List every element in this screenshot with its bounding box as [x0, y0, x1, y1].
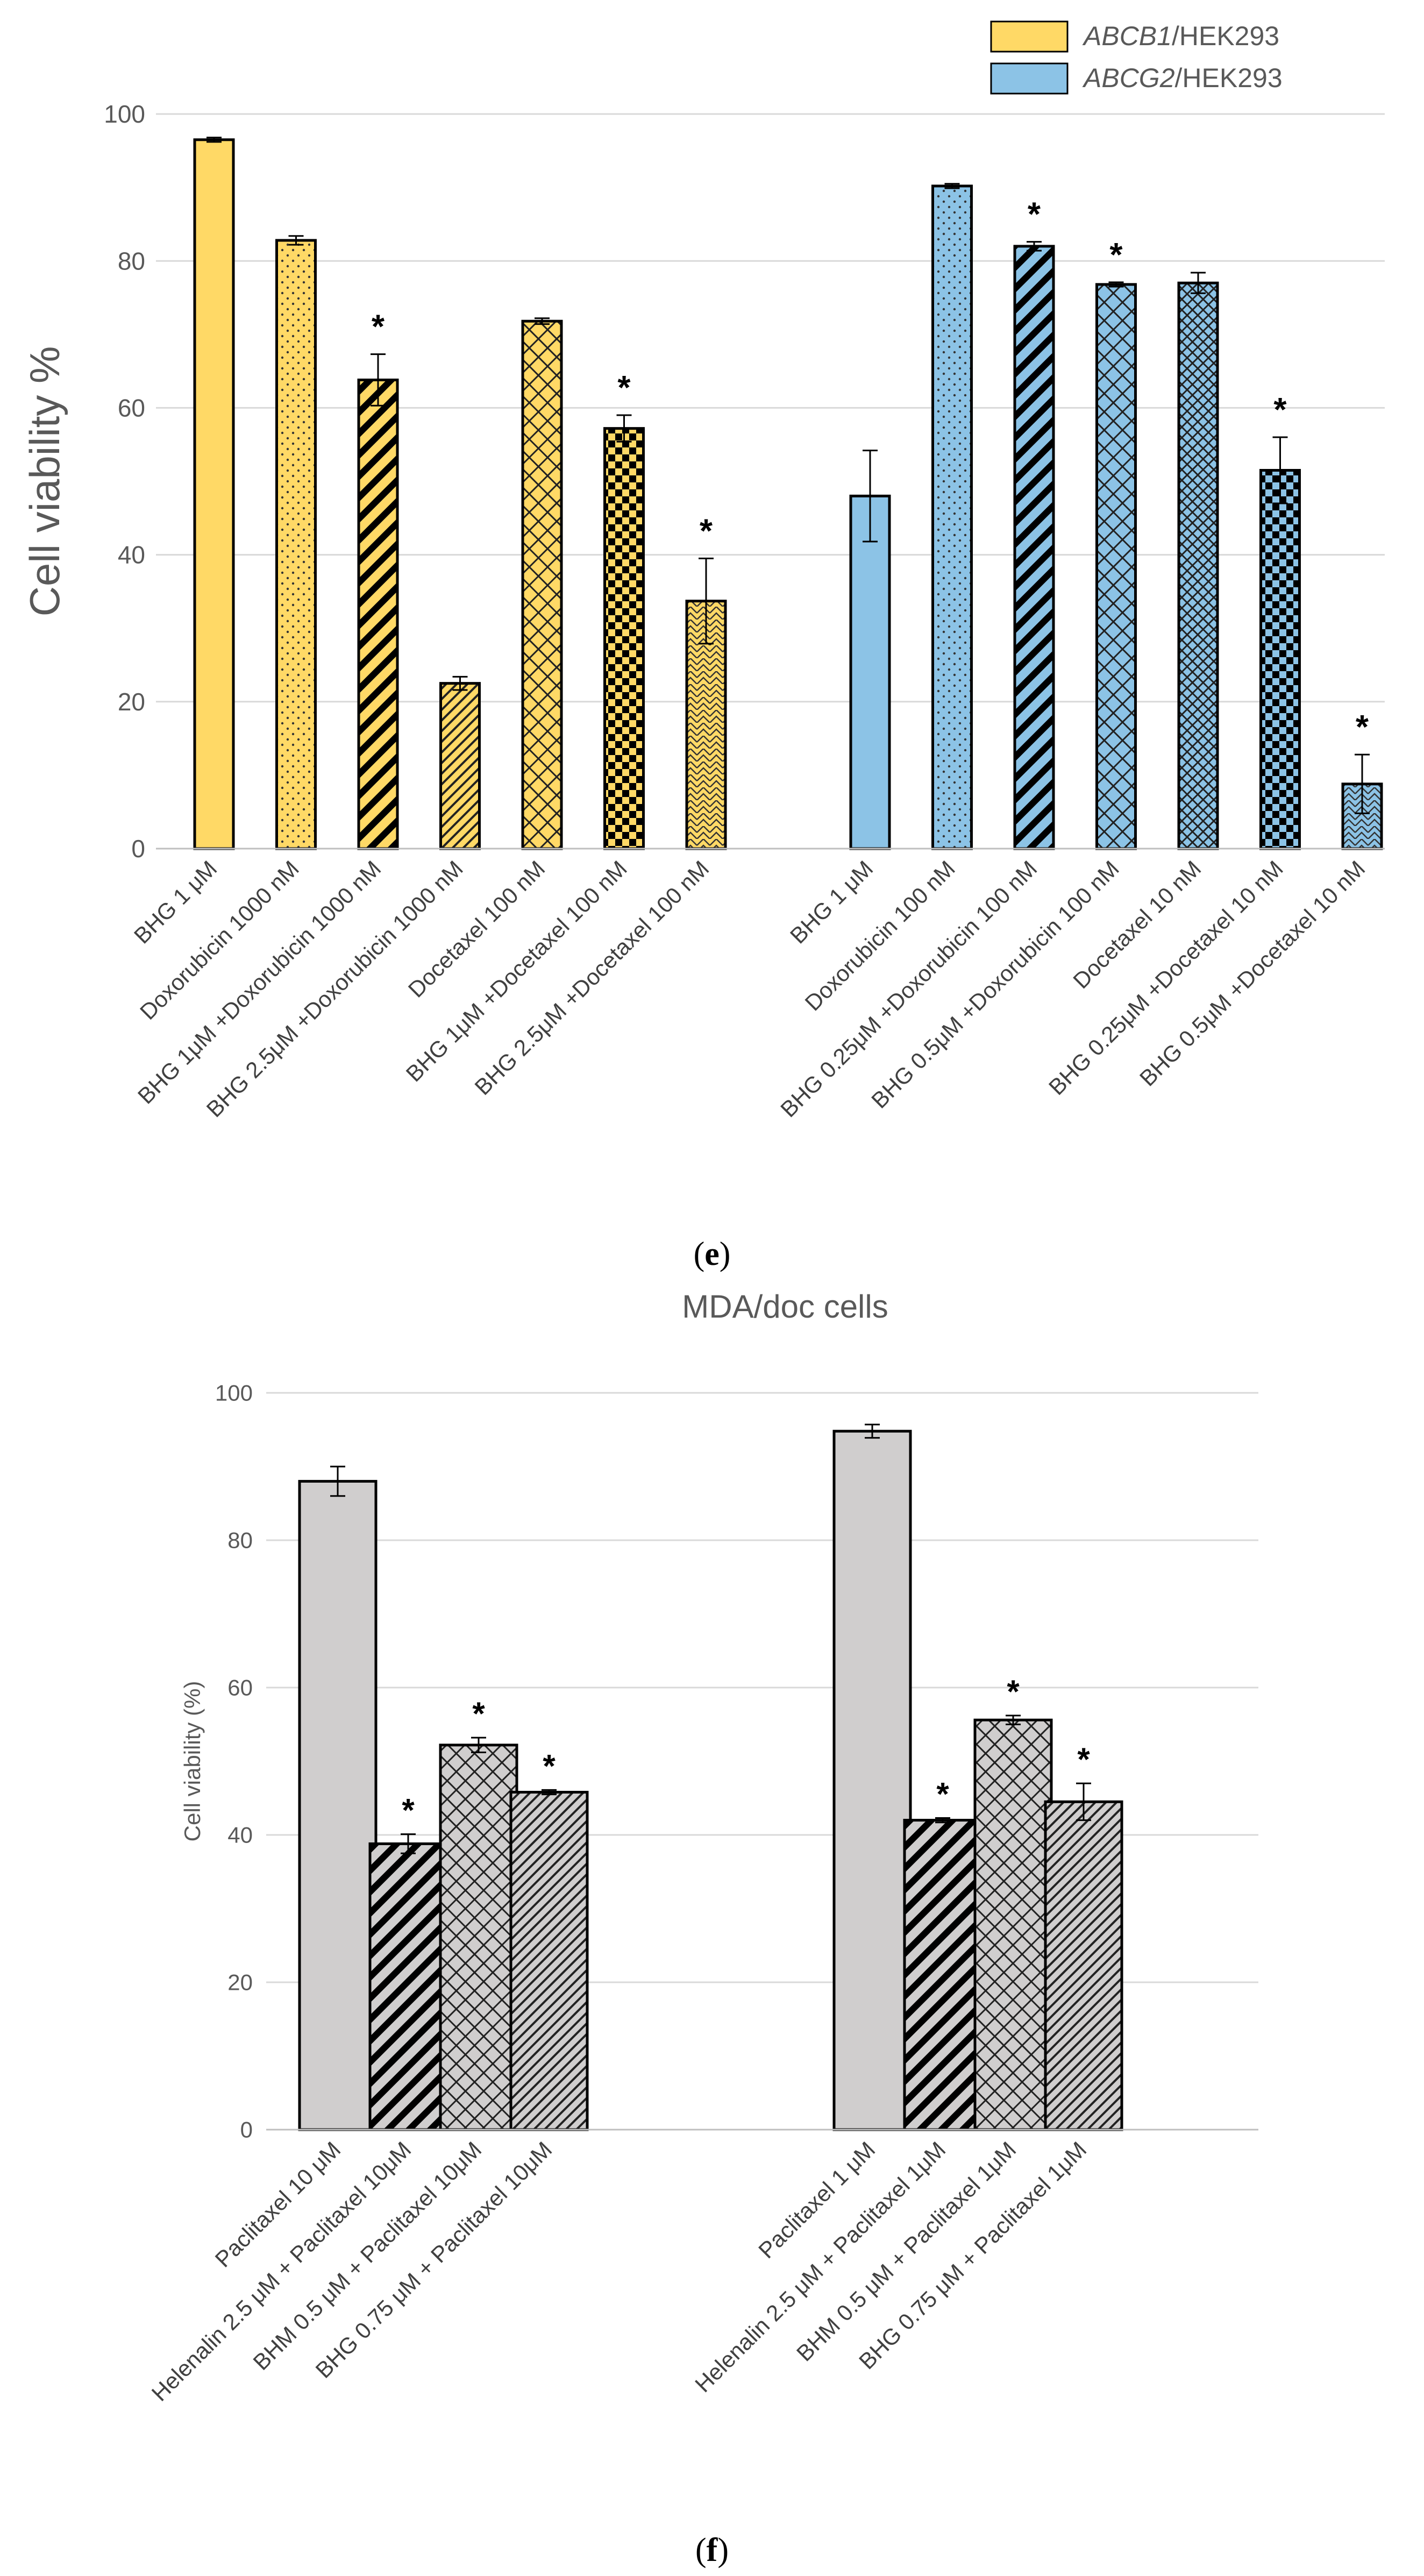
significance-marker: * — [1077, 1741, 1090, 1777]
bar-pattern — [932, 186, 972, 849]
bar-pattern — [511, 1792, 587, 2130]
significance-marker: * — [1356, 709, 1369, 746]
bar-pattern — [370, 1844, 446, 2130]
x-tick-label: Docetaxel 100 nM — [403, 856, 550, 1002]
bar — [834, 1431, 910, 2130]
legend-label: ABCG2/HEK293 — [1082, 63, 1283, 93]
y-tick-label: 100 — [104, 100, 145, 128]
significance-marker: * — [402, 1792, 415, 1828]
significance-marker: * — [1109, 237, 1123, 274]
significance-marker: * — [372, 309, 385, 346]
significance-marker: * — [700, 513, 713, 550]
bar-pattern — [604, 428, 644, 849]
y-tick-label: 20 — [227, 1970, 253, 1995]
significance-marker: * — [472, 1696, 485, 1732]
bar-pattern — [440, 683, 480, 849]
bar — [851, 496, 889, 849]
y-tick-label: 80 — [118, 247, 145, 275]
y-tick-label: 40 — [227, 1823, 253, 1848]
y-tick-label: 100 — [215, 1380, 253, 1406]
legend-swatch — [990, 62, 1069, 95]
x-tick-label: Paclitaxel 1 μM — [753, 2137, 880, 2263]
bar-pattern — [1179, 283, 1217, 849]
significance-marker: * — [617, 369, 631, 407]
y-tick-label: 80 — [227, 1528, 253, 1553]
significance-marker: * — [936, 1776, 949, 1812]
significance-marker: * — [1007, 1674, 1020, 1710]
y-axis-label: Cell viability (%) — [180, 1681, 205, 1842]
x-tick-label: Helenalin 2.5 μM + Paclitaxel 1μM — [690, 2137, 950, 2397]
y-tick-label: 0 — [131, 835, 145, 863]
bar-pattern — [440, 1745, 517, 2130]
bar — [300, 1481, 376, 2130]
legend-label: ABCB1/HEK293 — [1082, 21, 1279, 51]
significance-marker: * — [1273, 392, 1287, 429]
y-tick-label: 20 — [118, 688, 145, 716]
bar-pattern — [276, 240, 316, 849]
panel-label-f: (f) — [695, 2532, 729, 2568]
bar-pattern — [975, 1720, 1051, 2130]
bar-pattern — [523, 321, 561, 849]
panel-letter: e — [704, 1236, 720, 1272]
chart-f: 0 20 40 60 80 100 Cell viability (%) Paclitaxel… — [147, 1289, 1258, 2568]
y-tick-label: 60 — [227, 1675, 253, 1700]
bar-pattern — [1097, 284, 1136, 849]
y-axis-label: Cell viability % — [21, 346, 68, 617]
x-tick-label: Helenalin 2.5 μM + Paclitaxel 10μM — [147, 2137, 416, 2406]
x-tick-label: Paclitaxel 10 μM — [210, 2137, 346, 2272]
x-tick-label: Doxorubicin 100 nM — [800, 856, 960, 1015]
y-tick-label: 60 — [118, 394, 145, 422]
significance-marker: * — [543, 1748, 556, 1784]
legend-swatch — [990, 20, 1069, 53]
y-tick-label: 0 — [240, 2117, 253, 2143]
bar-pattern — [1045, 1802, 1122, 2130]
legend-suffix: /HEK293 — [1172, 21, 1279, 51]
x-tick-label: Doxorubicin 1000 nM — [135, 856, 304, 1024]
bar-pattern — [1261, 470, 1300, 849]
panel-label-e: (e) — [694, 1236, 731, 1272]
significance-marker: * — [1028, 196, 1041, 233]
legend-suffix: /HEK293 — [1175, 63, 1283, 93]
legend-gene: ABCG2 — [1082, 63, 1175, 93]
y-tick-label: 40 — [118, 541, 145, 569]
bar-pattern — [1015, 246, 1053, 849]
bar — [195, 139, 233, 849]
panel-letter: f — [707, 2532, 718, 2568]
bar-pattern — [359, 380, 397, 849]
chart-title: MDA/doc cells — [682, 1289, 888, 1325]
legend-gene: ABCB1 — [1082, 21, 1172, 51]
bar-pattern — [905, 1820, 981, 2130]
